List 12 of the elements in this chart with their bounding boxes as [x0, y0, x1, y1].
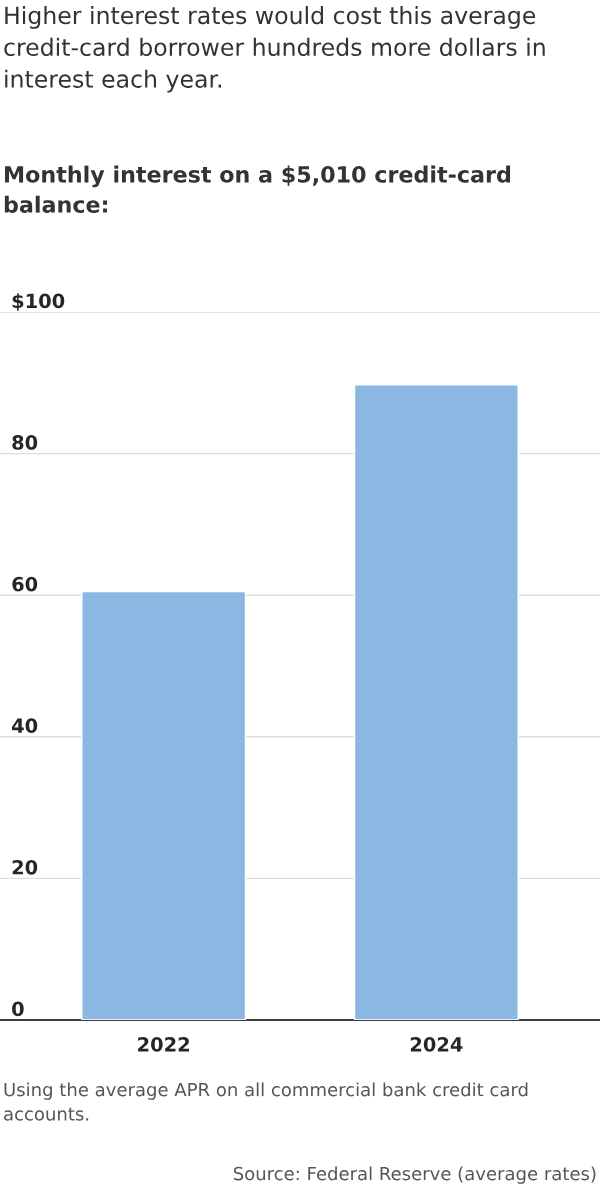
source-note: Source: Federal Reserve (average rates)	[233, 1166, 596, 1184]
x-tick-label: 2024	[410, 1037, 463, 1052]
chart-subtitle: Monthly interest on a $5,010 credit-card balance:	[4, 165, 511, 213]
y-tick-label: 60	[12, 576, 38, 592]
y-tick-label: 80	[12, 435, 38, 450]
text: Using the average APR on all commercial bank credit card accounts.	[4, 1082, 528, 1121]
chart-title: Higher interest rates would cost this average credit-card borrower hundreds more dollars in interest each year.	[4, 6, 545, 93]
y-tick-label: 0	[12, 1001, 24, 1017]
y-tick-label: $100	[12, 293, 65, 311]
x-tick-label: 2022	[138, 1037, 190, 1052]
y-tick-label: 20	[12, 859, 38, 875]
y-tick-label: 40	[11, 718, 38, 734]
